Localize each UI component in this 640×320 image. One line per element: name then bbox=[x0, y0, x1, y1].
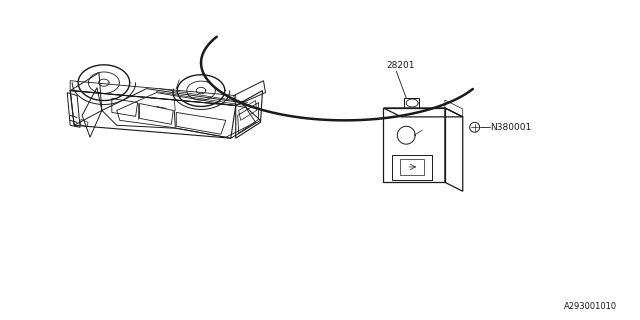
Text: A293001010: A293001010 bbox=[564, 302, 618, 311]
Text: N380001: N380001 bbox=[490, 123, 532, 132]
Text: 28201: 28201 bbox=[387, 61, 415, 70]
